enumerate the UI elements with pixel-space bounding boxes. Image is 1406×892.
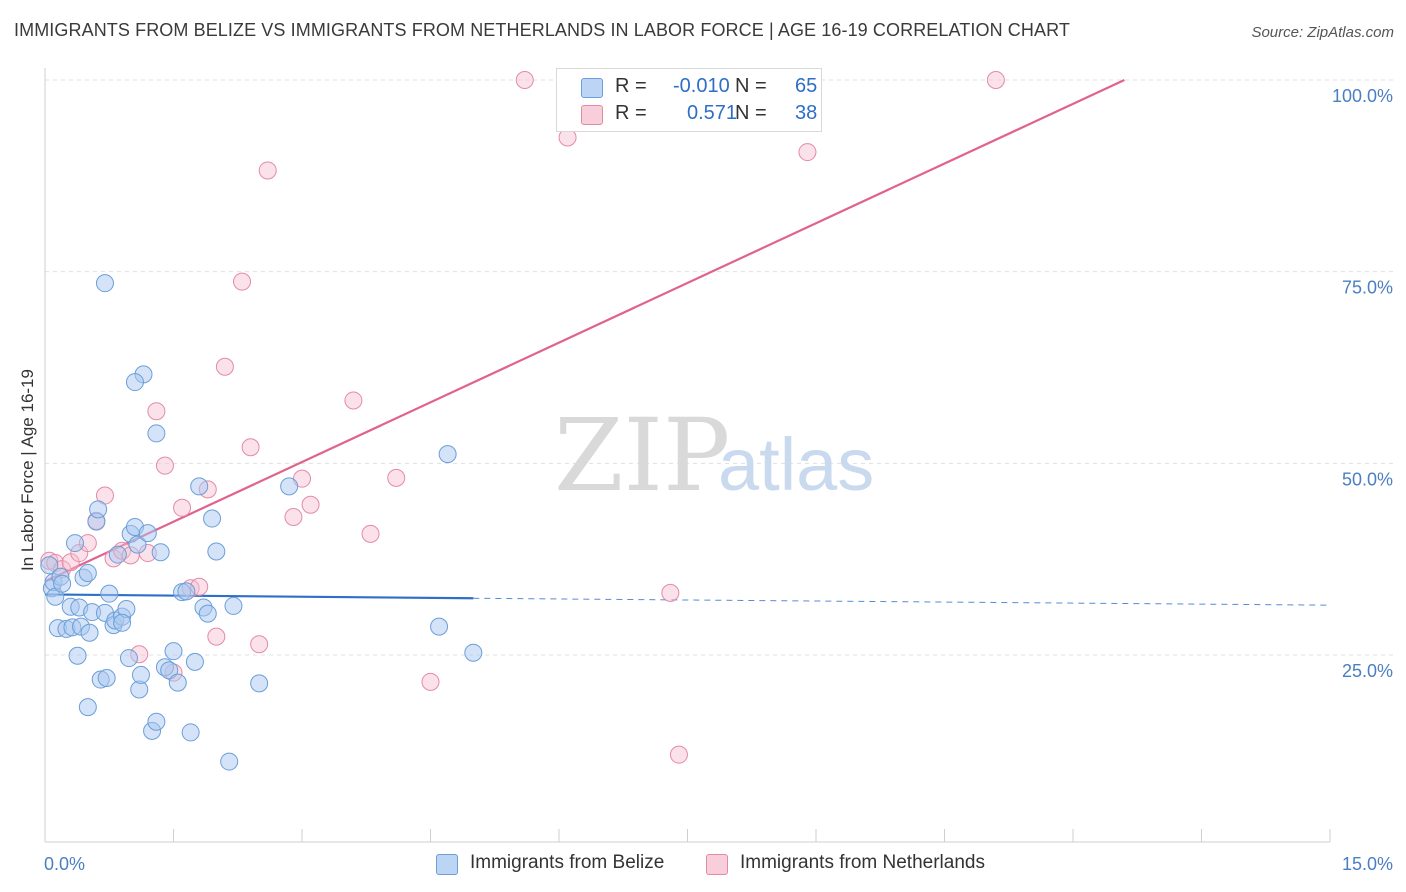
belize-point [131, 665, 150, 684]
axes [44, 68, 1331, 843]
belize-point [280, 477, 299, 496]
y-tick-label: 25.0% [1342, 661, 1393, 681]
legend-r-value: -0.010 [673, 75, 730, 97]
belize-point [147, 712, 166, 731]
belize-point [138, 524, 157, 543]
legend-r-value: 0.571 [687, 102, 738, 124]
netherlands-point [173, 498, 192, 517]
belize-point [181, 723, 200, 742]
belize-point [203, 509, 222, 528]
legend-n-value: 65 [795, 75, 818, 97]
legend-n-label: N = [735, 102, 767, 124]
belize-point [40, 556, 59, 575]
legend-label-netherlands: Immigrants from Netherlands [740, 852, 985, 873]
netherlands-point [344, 391, 363, 410]
watermark-zip: ZIP [554, 397, 730, 514]
netherlands-point [284, 508, 303, 526]
belize-point [125, 373, 144, 392]
netherlands-point [661, 583, 680, 602]
netherlands-point [361, 524, 380, 543]
belize-point [113, 613, 132, 632]
netherlands-legend-swatch [706, 854, 728, 875]
netherlands-point [241, 438, 260, 457]
y-tick-label: 75.0% [1342, 278, 1393, 298]
belize-point [147, 424, 166, 443]
belize-point [95, 274, 114, 293]
legend-n-value: 38 [795, 102, 818, 124]
belize-point [108, 545, 127, 564]
x-tick-label: 0.0% [44, 854, 85, 874]
netherlands-point [669, 745, 688, 764]
y-axis-title: In Labor Force | Age 16-19 [18, 369, 37, 571]
source-label: Source: ZipAtlas.com [1251, 24, 1394, 41]
belize-point [190, 477, 209, 496]
belize-point [185, 652, 204, 671]
belize-point [168, 673, 187, 692]
belize-swatch [581, 78, 603, 98]
netherlands-point [421, 672, 440, 691]
netherlands-trend-line [44, 79, 1125, 583]
x-tick-label: 15.0% [1342, 854, 1393, 874]
belize-point [220, 752, 239, 771]
belize-point [160, 661, 179, 680]
belize-point [430, 617, 449, 636]
netherlands-point [233, 272, 252, 291]
belize-point [151, 543, 170, 562]
belize-point [250, 674, 269, 693]
data-points [40, 71, 1005, 771]
legend-r-label: R = [615, 75, 647, 97]
belize-point [164, 642, 183, 661]
netherlands-point [215, 357, 234, 376]
netherlands-point [387, 468, 406, 487]
grid-lines [45, 79, 1395, 656]
netherlands-point [250, 635, 269, 654]
chart-title: IMMIGRANTS FROM BELIZE VS IMMIGRANTS FRO… [14, 20, 1070, 40]
belize-point [438, 445, 457, 464]
legend-r-label: R = [615, 102, 647, 124]
correlation-legend: R = -0.010 N = 65 R = 0.571 N = 38 [556, 68, 822, 132]
belize-point [224, 596, 243, 615]
tick-labels: 25.0% 50.0% 75.0% 100.0% 0.0% 15.0% [44, 86, 1393, 874]
belize-point [78, 698, 97, 717]
netherlands-point [147, 402, 166, 421]
legend-n-label: N = [735, 75, 767, 97]
netherlands-point [515, 71, 534, 89]
belize-point [177, 582, 196, 601]
y-tick-label: 50.0% [1342, 469, 1393, 489]
netherlands-point [155, 456, 174, 475]
netherlands-point [798, 143, 817, 162]
belize-trend-extension [473, 597, 1331, 606]
belize-point [53, 574, 72, 593]
legend-label-belize: Immigrants from Belize [470, 852, 665, 873]
netherlands-swatch [581, 105, 603, 125]
belize-point [464, 643, 483, 662]
trend-lines [44, 79, 1331, 606]
netherlands-point [301, 495, 320, 514]
belize-legend-swatch [436, 854, 458, 875]
belize-point [97, 669, 116, 687]
netherlands-point [986, 71, 1005, 89]
belize-point [65, 534, 84, 553]
belize-point [89, 500, 108, 519]
belize-point [80, 623, 99, 642]
watermark-atlas: atlas [718, 423, 874, 506]
belize-point [128, 535, 147, 554]
belize-point [78, 563, 97, 582]
belize-point [68, 646, 87, 665]
belize-point [119, 649, 138, 668]
netherlands-point [207, 627, 226, 646]
netherlands-point [258, 161, 277, 180]
belize-point [198, 604, 217, 623]
y-tick-label: 100.0% [1332, 86, 1393, 106]
belize-point [100, 584, 119, 603]
belize-point [207, 542, 226, 561]
